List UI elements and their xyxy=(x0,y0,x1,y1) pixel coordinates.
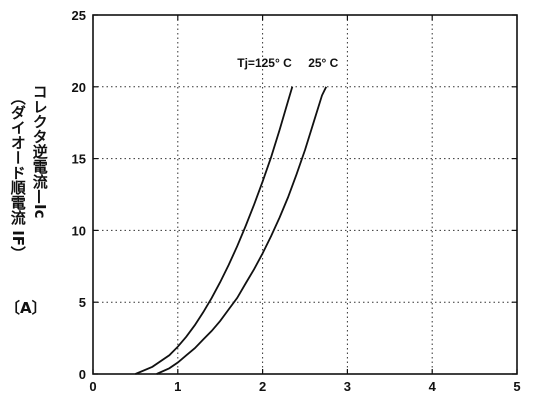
x-tick-label: 1 xyxy=(174,379,181,394)
x-tick-label: 3 xyxy=(344,379,351,394)
x-tick-label: 4 xyxy=(429,379,437,394)
y-axis-label-line2: （ダイオード順電流 IF） xyxy=(8,90,27,262)
ticks xyxy=(92,14,518,375)
y-axis-label-line1: コレクタ逆電流—Ic xyxy=(30,84,49,219)
series-line-1 xyxy=(156,86,328,375)
x-tick-label: 2 xyxy=(259,379,266,394)
x-tick-label: 5 xyxy=(513,379,520,394)
series-label-1: 25° C xyxy=(308,56,338,70)
plot-frame xyxy=(92,14,518,375)
curve-labels: Tj=125° C 25° C xyxy=(237,56,338,70)
grid xyxy=(93,15,517,374)
y-tick-label: 25 xyxy=(72,8,86,23)
y-tick-label: 10 xyxy=(72,223,86,238)
x-tick-label: 0 xyxy=(89,379,96,394)
y-tick-label: 5 xyxy=(79,295,86,310)
y-tick-label: 15 xyxy=(72,152,86,167)
y-tick-label: 20 xyxy=(72,80,86,95)
series-line-0 xyxy=(135,86,294,375)
tick-labels: 0 1 2 3 4 5 0 5 10 15 20 25 xyxy=(72,8,521,394)
series-label-0: Tj=125° C xyxy=(237,56,292,70)
y-tick-label: 0 xyxy=(79,367,86,382)
series xyxy=(135,86,328,375)
y-axis-unit: 〔A〕 xyxy=(5,299,47,317)
